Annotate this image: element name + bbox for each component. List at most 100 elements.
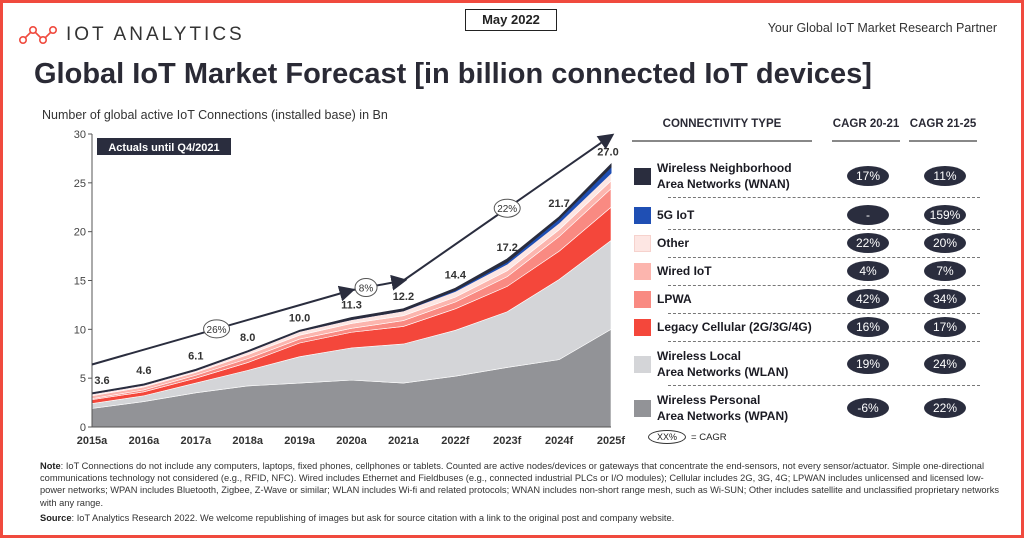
total-label: 14.4 — [445, 269, 467, 281]
header-connectivity-type: CONNECTIVITY TYPE — [632, 118, 812, 142]
table-row: Wired IoT 4% 7% — [632, 260, 972, 282]
row-label: Other — [657, 235, 689, 251]
cagr-ellipse — [493, 198, 521, 218]
row-label-line1: Other — [657, 236, 690, 250]
logo-network-icon — [18, 25, 57, 45]
cagr-label: 26% — [207, 325, 227, 336]
row-label-line1: Wireless Local — [657, 349, 741, 363]
x-tick-label: 2024f — [545, 435, 573, 447]
total-label: 21.7 — [548, 198, 569, 210]
source-text: : IoT Analytics Research 2022. We welcom… — [71, 512, 675, 523]
chart-subtitle: Number of global active IoT Connections … — [42, 108, 388, 122]
cagr-label: 8% — [359, 284, 374, 295]
cagr-20-21-pill: 4% — [847, 261, 889, 281]
cagr-20-21-pill: -6% — [847, 398, 889, 418]
y-tick-label: 0 — [80, 422, 86, 434]
note-text: : IoT Connections do not include any com… — [40, 461, 999, 508]
table-row: 5G IoT - 159% — [632, 204, 972, 226]
cagr-symbol: XX% — [648, 430, 687, 444]
row-divider — [668, 257, 980, 258]
x-tick-label: 2019a — [284, 435, 315, 447]
cagr-20-21-pill: - — [847, 205, 889, 225]
x-tick-label: 2016a — [129, 435, 160, 447]
row-label-line2: Area Networks (WNAN) — [657, 177, 790, 191]
area-chart: 0 5 10 15 20 25 30 2015a 2016a 2017a 2018a 2019a 202… — [74, 129, 626, 447]
cagr-20-21-pill: 42% — [847, 289, 889, 309]
row-label-line1: 5G IoT — [657, 208, 695, 222]
row-label-line1: Wireless Personal — [657, 393, 761, 407]
row-label-line1: LPWA — [657, 292, 692, 306]
color-swatch — [634, 290, 651, 308]
row-label: Wireless Personal Area Networks (WPAN) — [657, 392, 788, 424]
cagr-20-21-pill: 16% — [847, 317, 889, 337]
total-label: 12.2 — [393, 291, 414, 303]
row-divider — [668, 385, 980, 386]
total-label: 8.0 — [240, 332, 255, 344]
x-tick-label: 2020a — [336, 435, 367, 447]
table-row: LPWA 42% 34% — [632, 288, 972, 310]
x-tick-label: 2017a — [181, 435, 212, 447]
actuals-box — [97, 138, 231, 155]
date-badge: May 2022 — [465, 9, 557, 31]
row-label-line1: Wireless Neighborhood — [657, 161, 792, 175]
total-label: 10.0 — [289, 312, 310, 324]
table-row: Wireless Personal Area Networks (WPAN) -6… — [632, 390, 972, 426]
color-swatch — [634, 206, 651, 224]
row-label-line2: Area Networks (WLAN) — [657, 365, 789, 379]
cagr-legend-text: = CAGR — [691, 431, 727, 443]
footnotes: Note: IoT Connections do not include any… — [40, 460, 1000, 524]
cagr-legend: XX% = CAGR — [648, 430, 727, 444]
row-divider — [668, 229, 980, 230]
actuals-label: Actuals until Q4/2021 — [108, 142, 219, 154]
cagr-20-21-pill: 19% — [847, 354, 889, 374]
row-label-line2: Area Networks (WPAN) — [657, 409, 789, 423]
row-label: LPWA — [657, 291, 692, 307]
x-tick-label: 2018a — [232, 435, 263, 447]
color-swatch — [634, 262, 651, 280]
cagr-21-25-pill: 20% — [924, 233, 966, 253]
row-divider — [668, 285, 980, 286]
cagr-21-25-pill: 34% — [924, 289, 966, 309]
tagline: Your Global IoT Market Research Partner — [767, 21, 997, 35]
note: Note: IoT Connections do not include any… — [40, 460, 1000, 509]
row-label: Wireless Neighborhood Area Networks (WNAN… — [657, 160, 792, 192]
row-label-line1: Wired IoT — [657, 264, 712, 278]
row-label: Wireless Local Area Networks (WLAN) — [657, 348, 788, 380]
cagr-20-21-pill: 17% — [847, 166, 889, 186]
total-label: 11.3 — [341, 300, 362, 312]
total-label: 6.1 — [188, 350, 203, 362]
total-label: 17.2 — [496, 242, 517, 254]
cagr-20-21-pill: 22% — [847, 233, 889, 253]
y-tick-label: 10 — [74, 324, 86, 336]
series-area-7 — [91, 163, 612, 395]
cagr-21-25-pill: 22% — [924, 398, 966, 418]
cagr-ellipse — [203, 319, 231, 339]
total-label: 3.6 — [94, 375, 109, 387]
x-tick-label: 2023f — [493, 435, 521, 447]
header-cagr-20-21: CAGR 20-21 — [832, 118, 900, 142]
page-title: Global IoT Market Forecast [in billion c… — [34, 58, 872, 90]
table-row: Other 22% 20% — [632, 232, 972, 254]
color-swatch — [634, 318, 651, 336]
color-swatch — [634, 399, 651, 417]
cagr-21-25-pill: 11% — [924, 166, 966, 186]
note-label: Note — [40, 461, 61, 471]
source-label: Source — [40, 512, 72, 523]
row-divider — [668, 341, 980, 342]
table-row: Wireless Local Area Networks (WLAN) 19% 2… — [632, 346, 972, 382]
color-swatch — [634, 355, 651, 373]
row-divider — [668, 313, 980, 314]
logo: IOT ANALYTICS — [18, 24, 245, 46]
color-swatch — [634, 167, 651, 185]
header-cagr-21-25: CAGR 21-25 — [909, 118, 977, 142]
cagr-21-25-pill: 159% — [924, 205, 966, 225]
row-label: Legacy Cellular (2G/3G/4G) — [657, 319, 812, 335]
x-tick-label: 2021a — [388, 435, 419, 447]
table-row: Legacy Cellular (2G/3G/4G) 16% 17% — [632, 316, 972, 338]
table-row: Wireless Neighborhood Area Networks (WNAN… — [632, 158, 972, 194]
cagr-ellipse — [354, 278, 378, 298]
row-label: 5G IoT — [657, 207, 694, 223]
y-tick-label: 5 — [80, 373, 86, 385]
x-tick-label: 2025f — [597, 435, 625, 447]
y-tick-label: 30 — [74, 129, 86, 141]
